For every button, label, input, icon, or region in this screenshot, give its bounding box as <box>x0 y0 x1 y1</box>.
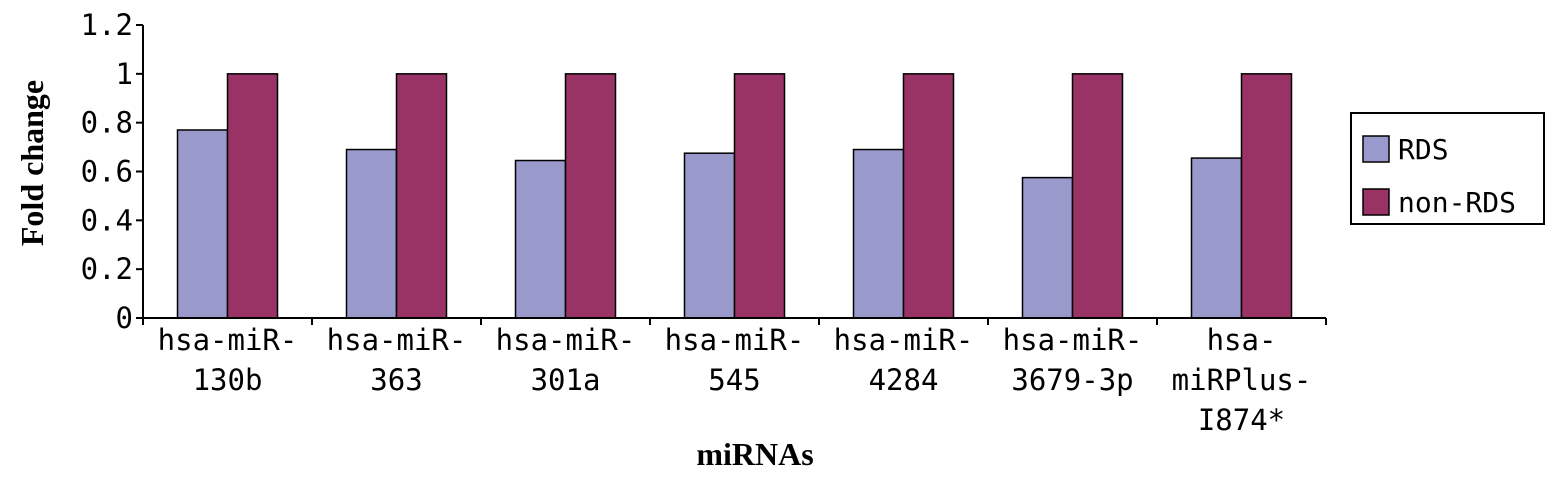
legend-label-rds: RDS <box>1398 133 1449 166</box>
bar-non-rds <box>564 73 617 319</box>
bar-rds <box>514 159 567 319</box>
y-tick-label: 1.2 <box>81 8 133 42</box>
bar-non-rds <box>395 73 448 319</box>
bar-non-rds <box>1071 73 1124 319</box>
legend-swatch-rds <box>1362 135 1390 163</box>
x-tick-label: 363 <box>370 363 422 397</box>
legend-swatch-non-rds <box>1362 188 1390 216</box>
x-tick-label: 301a <box>531 363 601 397</box>
x-tick-label: hsa-miR- <box>665 323 805 357</box>
y-tick-label: 0.4 <box>81 203 133 237</box>
x-tick-label: hsa-miR- <box>1003 323 1143 357</box>
x-tick-label: 130b <box>193 363 263 397</box>
x-ticks-group: hsa-miR- 130b hsa-miR- 363 hsa-miR- 301a hsa-m… <box>142 318 1327 437</box>
bar-rds <box>345 148 398 319</box>
x-tick-label: I874* <box>1198 403 1285 437</box>
y-tick-label: 0.2 <box>81 252 133 286</box>
bar-rds <box>683 152 736 319</box>
y-tick-label: 0 <box>116 301 133 335</box>
y-tick-label: 0.8 <box>81 106 133 140</box>
x-tick-label: 4284 <box>869 363 939 397</box>
bar-non-rds <box>226 73 279 319</box>
x-tick-label: hsa-miR- <box>834 323 974 357</box>
bar-rds <box>176 129 229 319</box>
y-tick-label: 1 <box>116 57 133 91</box>
x-tick-label: hsa-miR- <box>327 323 467 357</box>
x-tick-label: hsa-miR- <box>158 323 298 357</box>
x-axis-title: miRNAs <box>696 436 813 472</box>
bars-group <box>176 73 1293 319</box>
x-tick-label: miRPlus- <box>1172 363 1312 397</box>
bar-non-rds <box>902 73 955 319</box>
bar-non-rds <box>1240 73 1293 319</box>
bar-rds <box>1190 157 1243 319</box>
x-tick-label: hsa-miR- <box>496 323 636 357</box>
legend: RDS non-RDS <box>1350 112 1545 225</box>
x-tick-label: 545 <box>708 363 760 397</box>
bar-rds <box>1021 176 1074 319</box>
y-tick-label: 0.6 <box>81 155 133 189</box>
legend-label-non-rds: non-RDS <box>1398 186 1516 219</box>
x-tick-label: 3679-3p <box>1011 363 1133 397</box>
bar-rds <box>852 148 905 319</box>
y-axis-title: Fold change <box>14 80 50 246</box>
y-ticks-group: 0 0.2 0.4 0.6 0.8 1 1.2 <box>81 8 143 335</box>
x-tick-label: hsa- <box>1207 323 1277 357</box>
bar-non-rds <box>733 73 786 319</box>
